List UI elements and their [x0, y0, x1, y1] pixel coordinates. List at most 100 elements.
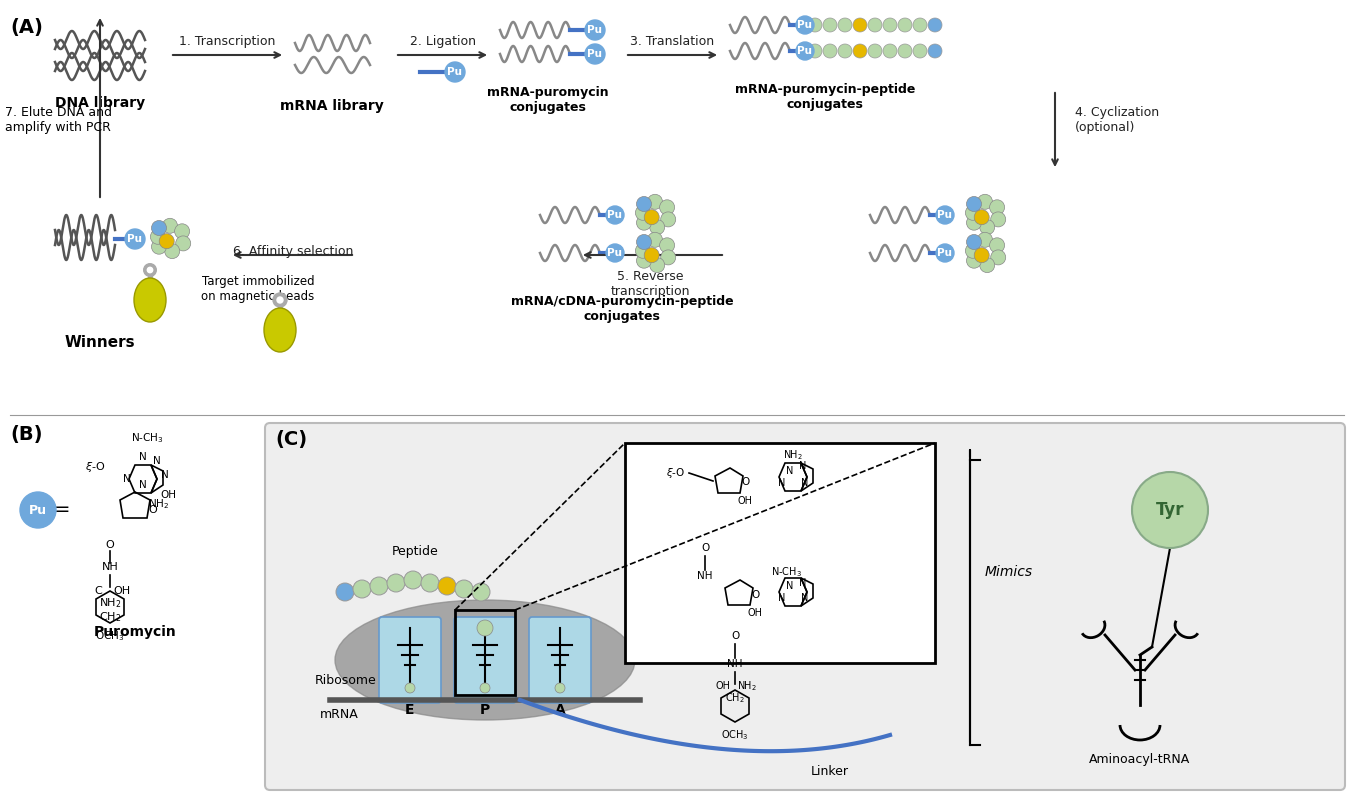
- Text: 6. Affinity selection: 6. Affinity selection: [233, 245, 353, 258]
- Text: N-CH$_3$: N-CH$_3$: [770, 565, 802, 579]
- Circle shape: [898, 18, 913, 32]
- Text: (B): (B): [9, 425, 42, 444]
- Text: 2. Ligation: 2. Ligation: [409, 35, 475, 48]
- Text: 7. Elute DNA and
amplify with PCR: 7. Elute DNA and amplify with PCR: [5, 106, 112, 134]
- Circle shape: [20, 492, 56, 528]
- Bar: [626, 443, 936, 663]
- Text: N: N: [787, 466, 793, 476]
- Text: NH: NH: [697, 571, 712, 581]
- Text: N: N: [802, 478, 808, 488]
- Circle shape: [160, 234, 175, 249]
- Ellipse shape: [334, 600, 635, 720]
- Text: 3. Translation: 3. Translation: [631, 35, 715, 48]
- Text: Mimics: Mimics: [984, 565, 1033, 580]
- Text: 1. Transcription: 1. Transcription: [179, 35, 276, 48]
- Text: $\xi$-O: $\xi$-O: [666, 466, 685, 480]
- Circle shape: [913, 44, 927, 58]
- Circle shape: [650, 219, 665, 234]
- Circle shape: [387, 574, 405, 592]
- Text: CH$_2$: CH$_2$: [726, 691, 745, 705]
- Text: Peptide: Peptide: [391, 545, 439, 558]
- Text: Pu: Pu: [937, 248, 952, 258]
- Text: N: N: [799, 578, 807, 588]
- Circle shape: [1132, 472, 1208, 548]
- Text: OH: OH: [715, 681, 731, 691]
- Text: tRNA-O: tRNA-O: [655, 483, 693, 493]
- Circle shape: [165, 244, 180, 259]
- Text: O: O: [751, 590, 760, 600]
- Circle shape: [647, 232, 662, 247]
- Text: N: N: [153, 456, 161, 466]
- Circle shape: [455, 580, 473, 598]
- Text: CH$_2$: CH$_2$: [99, 610, 122, 624]
- Text: Pu: Pu: [798, 46, 812, 56]
- Circle shape: [990, 200, 1005, 215]
- Circle shape: [838, 44, 852, 58]
- Circle shape: [370, 577, 389, 595]
- Circle shape: [661, 250, 676, 265]
- Circle shape: [607, 244, 624, 262]
- Text: =: =: [54, 501, 70, 520]
- Text: 4. Cyclization
(optional): 4. Cyclization (optional): [1075, 106, 1159, 134]
- Text: Pu: Pu: [588, 49, 603, 59]
- Circle shape: [991, 212, 1006, 227]
- Text: N: N: [779, 478, 785, 488]
- Circle shape: [176, 236, 191, 251]
- Text: Target immobilized
on magnetic beads: Target immobilized on magnetic beads: [202, 275, 314, 303]
- Text: N: N: [779, 593, 785, 603]
- Circle shape: [936, 244, 955, 262]
- Circle shape: [437, 577, 456, 595]
- Circle shape: [967, 196, 982, 211]
- Text: O: O: [741, 477, 749, 487]
- Text: $\xi$-O: $\xi$-O: [85, 460, 106, 474]
- Text: mRNA library: mRNA library: [280, 99, 385, 113]
- Text: NH$_2$: NH$_2$: [149, 497, 169, 511]
- Circle shape: [645, 210, 659, 225]
- Circle shape: [927, 44, 942, 58]
- Circle shape: [898, 44, 913, 58]
- Text: NH$_2$: NH$_2$: [783, 448, 803, 462]
- Text: NH: NH: [727, 659, 743, 669]
- Text: NH: NH: [102, 562, 118, 572]
- Text: OH: OH: [747, 608, 762, 618]
- Circle shape: [645, 248, 659, 263]
- Text: NH$_2$: NH$_2$: [737, 679, 757, 693]
- Bar: [148, 270, 152, 284]
- Circle shape: [796, 16, 814, 34]
- Text: O: O: [149, 505, 157, 515]
- Text: (A): (A): [9, 18, 43, 37]
- Circle shape: [636, 234, 651, 249]
- Bar: [278, 300, 283, 316]
- Circle shape: [965, 243, 980, 258]
- Circle shape: [808, 18, 822, 32]
- Circle shape: [150, 230, 165, 244]
- Text: E: E: [405, 703, 414, 717]
- Text: mRNA-puromycin
conjugates: mRNA-puromycin conjugates: [487, 86, 609, 114]
- Text: Winners: Winners: [65, 335, 135, 350]
- Text: 5. Reverse
transcription: 5. Reverse transcription: [611, 270, 689, 298]
- Text: N: N: [802, 593, 808, 603]
- Text: N: N: [139, 452, 146, 462]
- Text: O: O: [701, 543, 709, 553]
- Text: (C): (C): [275, 430, 307, 449]
- Circle shape: [967, 253, 982, 268]
- Text: OH: OH: [738, 496, 753, 506]
- Text: mRNA/cDNA-puromycin-peptide
conjugates: mRNA/cDNA-puromycin-peptide conjugates: [510, 295, 734, 323]
- Circle shape: [585, 44, 605, 64]
- Circle shape: [421, 574, 439, 592]
- Circle shape: [991, 250, 1006, 265]
- Text: Pu: Pu: [798, 20, 812, 30]
- Circle shape: [927, 18, 942, 32]
- Circle shape: [336, 583, 353, 601]
- Circle shape: [607, 206, 624, 224]
- Circle shape: [823, 44, 837, 58]
- Circle shape: [936, 206, 955, 224]
- Circle shape: [980, 257, 995, 272]
- Text: N: N: [799, 461, 807, 471]
- Text: Pu: Pu: [28, 504, 47, 516]
- Text: N: N: [123, 474, 131, 484]
- Circle shape: [403, 571, 422, 589]
- Circle shape: [883, 44, 896, 58]
- Circle shape: [636, 196, 651, 211]
- Text: Aminoacyl-tRNA: Aminoacyl-tRNA: [1090, 753, 1190, 766]
